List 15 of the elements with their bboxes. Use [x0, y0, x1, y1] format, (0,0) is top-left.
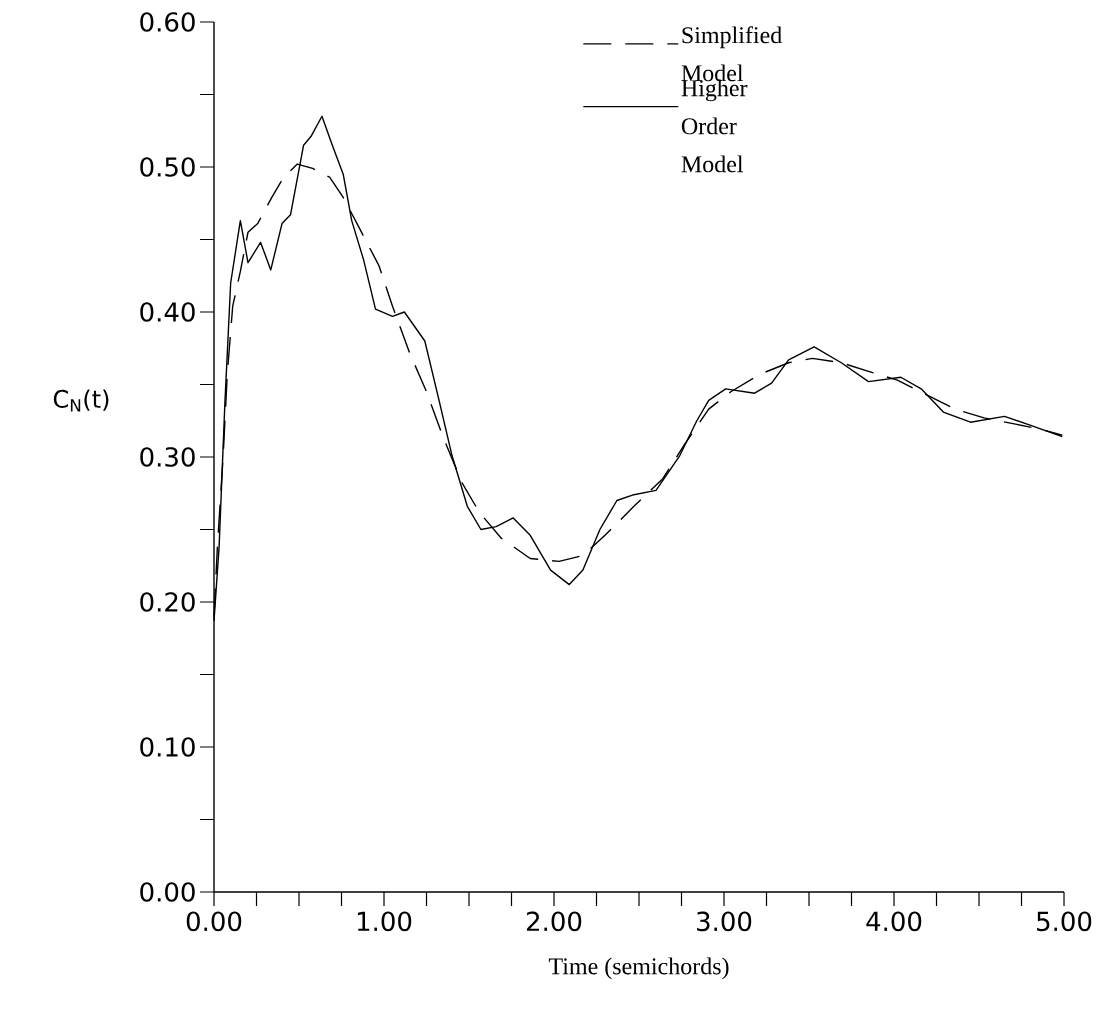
y-tick-label: 0.40: [140, 302, 195, 322]
y-tick-label: 0.60: [140, 12, 195, 32]
y-tick-label: 0.00: [140, 882, 195, 902]
x-tick-label: 1.00: [357, 911, 412, 932]
y-axis-title: C$_{N}$(t): [53, 389, 109, 412]
y-tick-label: 0.30: [140, 447, 195, 467]
y-tick-label: 0.10: [140, 737, 195, 757]
x-tick-label: 2.00: [526, 911, 582, 932]
x-tick-label: 5.00: [1037, 911, 1092, 932]
y-tick-label: 0.20: [140, 592, 195, 612]
x-tick-label: 0.00: [186, 911, 242, 932]
y-tick-label: 0.50: [140, 157, 195, 177]
x-tick-label: 4.00: [866, 911, 922, 932]
x-axis-title: Time (semichords): [548, 957, 729, 980]
x-tick-label: 3.00: [697, 911, 752, 932]
